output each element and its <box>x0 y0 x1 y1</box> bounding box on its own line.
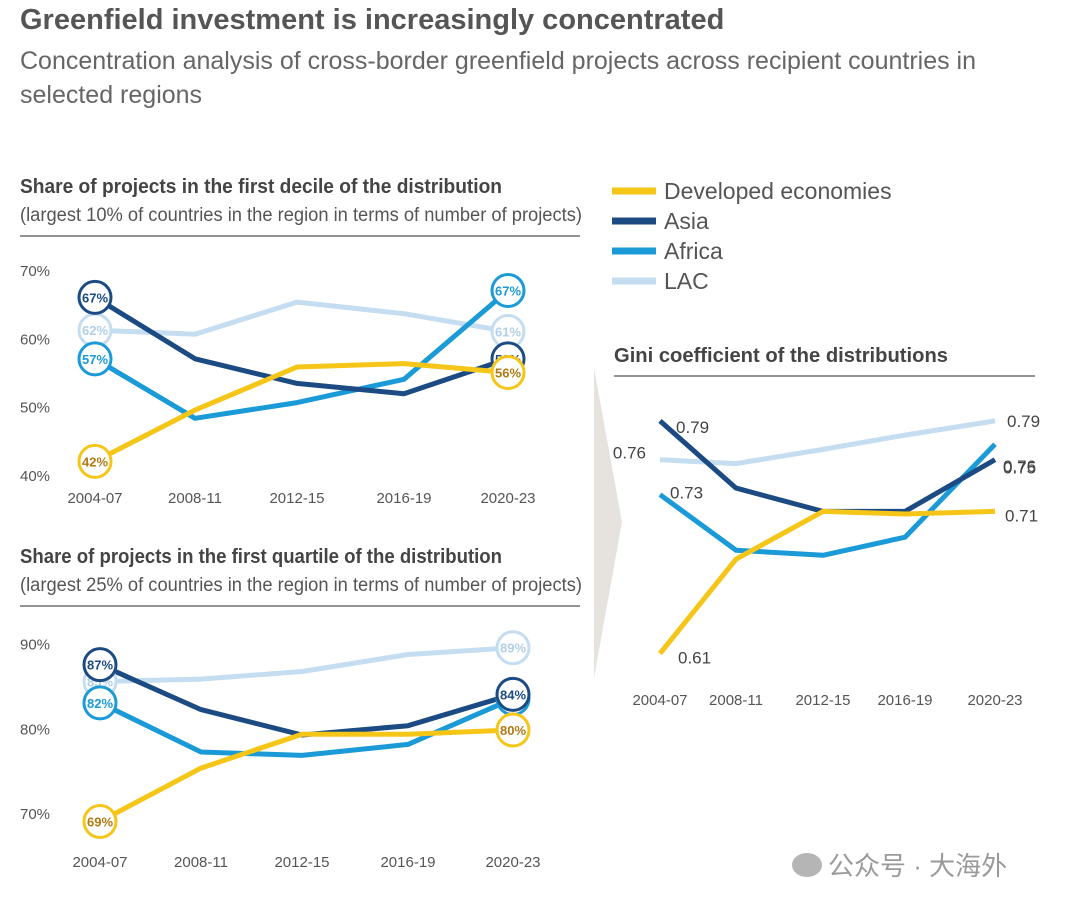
point-marker-quartile-africa-start <box>82 685 118 721</box>
series-line-decile-africa <box>93 288 510 421</box>
x-tick-decile-2: 2012-15 <box>269 490 324 507</box>
data-label-gini-developed-economies-end: 0.71 <box>1005 506 1038 525</box>
data-label-decile-lac-end: 61% <box>495 325 521 340</box>
chart-title-decile: Share of projects in the first decile of… <box>20 176 502 198</box>
data-label-quartile-africa-start: 82% <box>87 696 113 711</box>
point-marker-quartile-developed-economies-end <box>495 712 531 748</box>
data-label-decile-africa-start: 57% <box>82 352 108 367</box>
y-tick-decile-2: 50% <box>20 400 50 417</box>
y-tick-decile-3: 40% <box>20 468 50 485</box>
x-tick-gini-3: 2016-19 <box>877 692 932 709</box>
point-marker-decile-africa-start <box>77 341 113 377</box>
series-line-quartile-developed-economies <box>98 727 514 824</box>
data-label-decile-lac-start: 62% <box>82 323 108 338</box>
page-title: Greenfield investment is increasingly co… <box>20 4 725 36</box>
x-tick-quartile-4: 2020-23 <box>485 854 540 871</box>
series-line-decile-developed-economies <box>93 361 509 464</box>
point-marker-quartile-asia-start <box>82 647 118 683</box>
legend-label-developed-economies: Developed economies <box>664 178 892 204</box>
y-tick-quartile-0: 90% <box>20 636 50 653</box>
series-line-decile-asia <box>93 295 509 397</box>
x-tick-gini-0: 2004-07 <box>632 692 687 709</box>
point-marker-quartile-developed-economies-start <box>82 804 118 840</box>
point-marker-decile-africa-end <box>490 273 526 308</box>
x-tick-gini-2: 2012-15 <box>795 692 850 709</box>
y-tick-quartile-1: 80% <box>20 721 50 738</box>
data-label-decile-africa-end: 67% <box>495 284 521 299</box>
data-label-gini-asia-end: 0.75 <box>1003 459 1036 478</box>
data-label-gini-lac-start: 0.76 <box>613 444 646 463</box>
data-label-gini-asia-start: 0.79 <box>676 418 709 437</box>
chart-title-quartile: Share of projects in the first quartile … <box>20 546 502 568</box>
data-label-gini-africa-end: 0.76 <box>1003 457 1036 476</box>
x-tick-decile-3: 2016-19 <box>376 490 431 507</box>
series-line-quartile-lac <box>99 645 514 685</box>
x-tick-decile-4: 2020-23 <box>480 490 535 507</box>
series-line-quartile-africa <box>98 696 514 758</box>
data-label-quartile-developed-economies-end: 80% <box>500 723 526 738</box>
data-label-quartile-asia-end: 84% <box>500 687 526 702</box>
data-label-quartile-asia-start: 87% <box>87 658 113 673</box>
x-tick-quartile-3: 2016-19 <box>380 854 435 871</box>
legend-label-lac: LAC <box>664 268 709 294</box>
y-tick-quartile-2: 70% <box>20 806 50 823</box>
data-label-gini-africa-start: 0.73 <box>670 484 703 503</box>
x-tick-gini-1: 2008-11 <box>709 692 763 709</box>
data-label-quartile-developed-economies-start: 69% <box>87 815 113 830</box>
data-label-decile-asia-start: 67% <box>82 290 108 305</box>
point-marker-quartile-asia-end <box>495 676 531 712</box>
data-label-quartile-lac-end: 89% <box>500 641 526 656</box>
chart-title-gini: Gini coefficient of the distributions <box>614 345 948 367</box>
page-subtitle: Concentration analysis of cross-border g… <box>20 47 977 109</box>
watermark-text: 公众号 · 大海外 <box>828 851 1008 881</box>
point-marker-decile-developed-economies-end <box>490 355 526 390</box>
x-tick-decile-1: 2008-11 <box>168 490 222 507</box>
point-marker-decile-developed-economies-start <box>77 443 113 479</box>
x-tick-quartile-2: 2012-15 <box>274 854 329 871</box>
panel-arrow <box>594 368 622 678</box>
legend-label-asia: Asia <box>664 208 709 234</box>
data-label-decile-developed-economies-start: 42% <box>82 454 108 469</box>
x-tick-gini-4: 2020-23 <box>967 692 1022 709</box>
watermark: 公众号 · 大海外 <box>792 846 1007 883</box>
chart-subtitle-decile: (largest 10% of countries in the region … <box>20 205 582 226</box>
series-line-gini-africa <box>658 442 997 558</box>
series-line-gini-developed-economies <box>658 508 996 656</box>
legend-label-africa: Africa <box>664 238 723 264</box>
data-label-gini-lac-end: 0.79 <box>1007 412 1040 431</box>
point-marker-decile-asia-start <box>77 279 113 315</box>
y-tick-decile-0: 70% <box>20 263 50 280</box>
y-tick-decile-1: 60% <box>20 331 50 348</box>
series-line-gini-lac <box>659 418 996 467</box>
point-marker-quartile-lac-end <box>495 630 531 666</box>
x-tick-quartile-0: 2004-07 <box>72 854 127 871</box>
chart-subtitle-quartile: (largest 25% of countries in the region … <box>20 575 582 596</box>
wechat-icon <box>792 853 822 878</box>
x-tick-decile-0: 2004-07 <box>67 490 122 507</box>
x-tick-quartile-1: 2008-11 <box>174 854 228 871</box>
data-label-gini-developed-economies-start: 0.61 <box>678 649 711 668</box>
data-label-decile-developed-economies-end: 56% <box>495 366 521 381</box>
series-line-decile-lac <box>94 299 509 337</box>
